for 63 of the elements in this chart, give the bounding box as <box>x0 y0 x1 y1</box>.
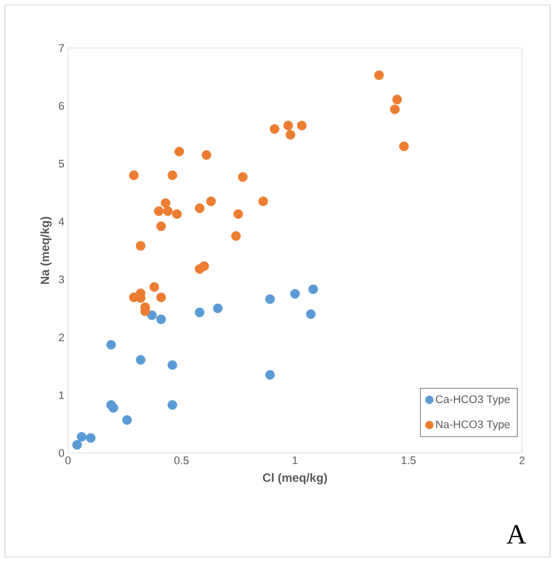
point <box>174 146 184 156</box>
x-tick-label: 2 <box>520 456 524 464</box>
x-axis-title: Cl (meq/kg) <box>262 473 327 484</box>
point <box>76 432 86 442</box>
point <box>147 310 157 320</box>
point <box>213 304 223 314</box>
y-tick-label: 6 <box>58 102 64 110</box>
point <box>156 292 166 302</box>
point <box>106 340 116 350</box>
y-tick-label: 1 <box>59 391 64 399</box>
point <box>156 314 166 324</box>
point <box>136 355 146 365</box>
point <box>149 282 160 292</box>
point <box>270 124 280 134</box>
point <box>233 209 244 219</box>
point <box>129 170 139 180</box>
text: A <box>506 525 526 544</box>
point <box>286 130 296 140</box>
y-tick-label: 4 <box>58 218 64 226</box>
point <box>202 150 212 160</box>
y-tick-label: 7 <box>58 44 64 52</box>
point <box>156 221 166 231</box>
point <box>168 400 178 410</box>
point <box>172 209 182 219</box>
point <box>160 198 170 208</box>
y-axis-title: Na (meq/kg) <box>40 216 52 284</box>
point <box>136 241 146 251</box>
point <box>308 284 318 294</box>
x-tick-label: 1 <box>292 456 298 464</box>
point <box>283 120 293 130</box>
point <box>108 403 118 413</box>
legend-label: Na-HCO3 Type <box>436 420 510 430</box>
point <box>231 231 241 241</box>
y-tick-label: 2 <box>58 333 64 342</box>
point <box>206 196 216 206</box>
legend-label: Ca-HCO3 Type <box>436 395 510 406</box>
point <box>194 203 204 214</box>
y-tick-label: 5 <box>58 160 64 168</box>
point <box>163 206 173 216</box>
point <box>258 196 268 206</box>
point <box>399 142 409 152</box>
y-tick-label: 3 <box>58 276 64 284</box>
y-tick-label: 0 <box>58 449 64 457</box>
point <box>265 370 275 380</box>
point <box>199 261 209 271</box>
point <box>297 120 307 130</box>
x-tick-label: 1.5 <box>402 456 416 464</box>
point <box>374 70 384 80</box>
point <box>86 433 96 443</box>
point <box>392 94 402 104</box>
point <box>238 172 248 182</box>
x-tick-label: 0 <box>65 456 71 464</box>
point <box>194 308 204 318</box>
point <box>72 440 82 450</box>
point <box>390 104 400 114</box>
point <box>306 309 316 319</box>
point <box>168 360 178 370</box>
point <box>154 206 164 216</box>
point <box>290 289 300 299</box>
point <box>122 415 132 425</box>
x-tick-label: 0.5 <box>174 456 189 464</box>
point <box>168 170 178 180</box>
point <box>265 294 275 304</box>
